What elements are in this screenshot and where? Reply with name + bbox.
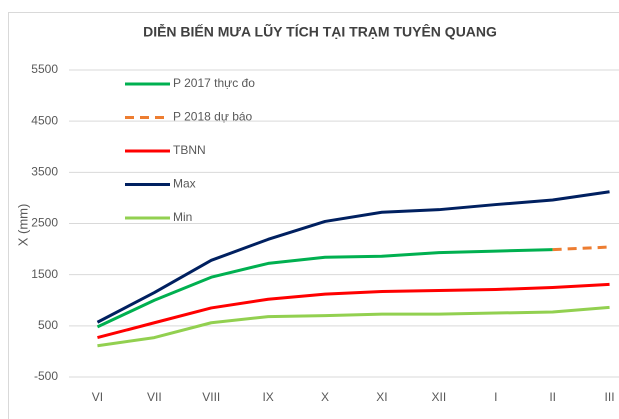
- x-tick-label: XI: [376, 390, 387, 404]
- chart-frame: [8, 12, 619, 419]
- series-line: [96, 190, 610, 324]
- y-axis-label: X (mm): [15, 204, 30, 247]
- legend-label: P 2017 thực đo: [173, 76, 255, 90]
- x-tick-label: I: [494, 390, 497, 404]
- x-tick-label: IX: [262, 390, 273, 404]
- y-tick-label: 3500: [31, 165, 58, 179]
- legend-label: TBNN: [173, 143, 206, 157]
- x-tick-label: X: [321, 390, 329, 404]
- y-tick-label: 2500: [31, 216, 58, 230]
- legend-label: Min: [173, 210, 192, 224]
- x-tick-label: VII: [147, 390, 162, 404]
- legend-label: Max: [173, 177, 196, 191]
- y-tick-label: 5500: [31, 62, 58, 76]
- x-tick-label: III: [605, 390, 615, 404]
- y-tick-label: 4500: [31, 113, 58, 127]
- y-tick-label: -500: [34, 369, 58, 383]
- legend-label: P 2018 dự báo: [173, 110, 253, 124]
- series-line: [552, 245, 610, 252]
- x-tick-label: II: [549, 390, 556, 404]
- series-line: [97, 305, 610, 348]
- x-tick-label: VI: [92, 390, 103, 404]
- x-tick-label: VIII: [202, 390, 220, 404]
- y-tick-label: 500: [38, 318, 58, 332]
- series-line: [96, 248, 553, 329]
- chart-title: DIỄN BIẾN MƯA LŨY TÍCH TẠI TRẠM TUYÊN QU…: [143, 23, 497, 40]
- series-line: [97, 282, 610, 340]
- y-tick-label: 1500: [31, 267, 58, 281]
- x-tick-label: XII: [432, 390, 447, 404]
